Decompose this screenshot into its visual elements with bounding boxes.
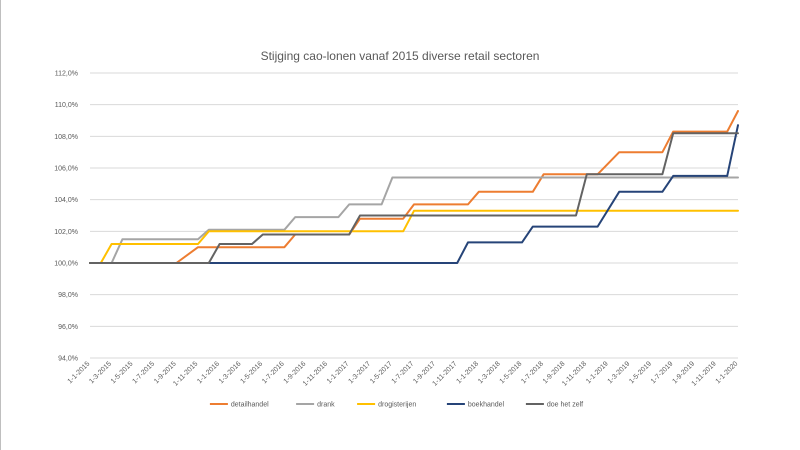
series-line-boekhandel	[89, 124, 739, 264]
series-line-drank	[89, 176, 739, 264]
series-line-detailhandel	[89, 110, 739, 264]
legend-label: boekhandel	[468, 402, 505, 409]
y-tick-label: 96,0%	[58, 324, 78, 331]
chart-title: Stijging cao-lonen vanaf 2015 diverse re…	[260, 49, 540, 63]
x-tick-label: 1-7-2018	[520, 360, 545, 385]
x-tick-label: 1-1-2015	[67, 360, 92, 385]
y-tick-label: 112,0%	[55, 71, 78, 78]
x-tick-label: 1-3-2015	[88, 360, 113, 385]
x-tick-label: 1-5-2018	[499, 360, 524, 385]
x-tick-label: 1-7-2016	[261, 360, 286, 385]
x-tick-label: 1-1-2016	[196, 360, 221, 385]
x-tick-label: 1-5-2017	[369, 360, 394, 385]
series-line-drogisterijen	[89, 209, 739, 264]
x-tick-label: 1-1-2019	[585, 360, 610, 385]
x-tick-label: 1-1-2018	[455, 360, 480, 385]
y-tick-label: 106,0%	[54, 166, 78, 173]
y-tick-label: 98,0%	[58, 292, 78, 299]
series-line-doe-het-zelf	[89, 132, 739, 264]
x-tick-label: 1-5-2015	[110, 360, 135, 385]
x-tick-label: 1-1-2020	[715, 360, 740, 385]
frame-left-border	[0, 0, 1, 450]
x-tick-label: 1-3-2017	[347, 360, 372, 385]
y-tick-label: 110,0%	[55, 102, 78, 109]
legend-label: doe het zelf	[547, 402, 583, 409]
x-tick-label: 1-3-2019	[607, 360, 632, 385]
x-tick-label: 1-7-2017	[391, 360, 416, 385]
x-tick-label: 1-7-2015	[131, 360, 156, 385]
y-tick-label: 100,0%	[54, 261, 78, 268]
x-tick-label: 1-3-2016	[218, 360, 243, 385]
y-tick-label: 108,0%	[54, 134, 78, 141]
y-tick-label: 94,0%	[58, 356, 78, 363]
legend-label: drogisterijen	[378, 402, 416, 409]
x-tick-label: 1-3-2018	[477, 360, 502, 385]
y-tick-label: 102,0%	[54, 229, 78, 236]
x-tick-label: 1-5-2019	[628, 360, 653, 385]
legend-label: detailhandel	[231, 402, 269, 409]
legend-label: drank	[317, 402, 335, 409]
x-tick-label: 1-7-2019	[650, 360, 675, 385]
y-tick-label: 104,0%	[54, 197, 78, 204]
x-tick-label: 1-1-2017	[326, 360, 351, 385]
x-tick-label: 1-5-2016	[239, 360, 264, 385]
